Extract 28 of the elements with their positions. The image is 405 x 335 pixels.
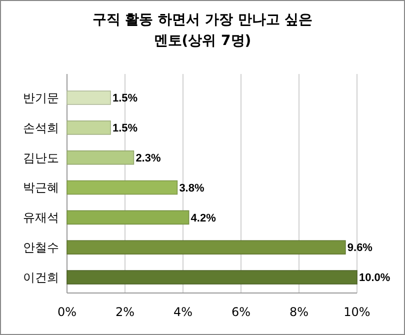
bar <box>66 210 190 225</box>
bar <box>66 270 358 284</box>
data-label: 10.0% <box>359 272 390 284</box>
bar <box>66 90 111 105</box>
y-tick-label: 이건희 <box>23 270 59 284</box>
bar <box>66 120 111 135</box>
bar <box>66 150 134 165</box>
data-label: 3.8% <box>179 182 204 194</box>
x-tick-label: 0% <box>57 305 77 319</box>
data-label: 2.3% <box>136 152 161 164</box>
x-tick-label: 8% <box>289 305 309 319</box>
y-tick-label: 박근혜 <box>23 180 59 195</box>
x-tick-label: 6% <box>231 305 251 319</box>
y-tick-label: 안철수 <box>23 240 59 255</box>
bar <box>66 240 346 254</box>
bar <box>66 180 178 195</box>
x-tick-label: 10% <box>344 305 370 319</box>
data-label: 1.5% <box>112 122 138 134</box>
x-tick-label: 4% <box>173 305 193 319</box>
x-tick-label: 2% <box>115 305 135 319</box>
y-tick-label: 유재석 <box>23 210 59 225</box>
data-label: 1.5% <box>112 92 138 105</box>
y-tick-label: 김난도 <box>23 150 59 165</box>
y-tick-label: 반기문 <box>23 90 59 105</box>
chart-title: 구직 활동 하면서 가장 만나고 싶은 멘토(상위 7명) <box>92 12 313 49</box>
y-tick-label: 손석희 <box>23 120 59 135</box>
data-label: 4.2% <box>190 212 216 224</box>
data-label: 9.6% <box>347 242 373 254</box>
